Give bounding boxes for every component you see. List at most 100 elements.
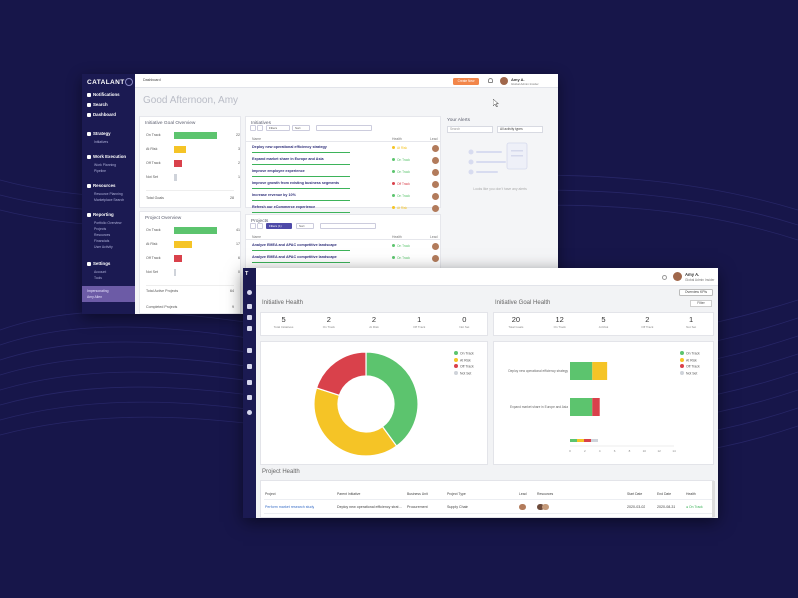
sidebar-subitem-resource-planning[interactable]: Resource Planning — [94, 192, 123, 196]
overview-row[interactable]: Not Set 1 — [146, 173, 240, 183]
column-header[interactable]: Health — [686, 492, 696, 496]
column-header[interactable]: Start Date — [627, 492, 643, 496]
filter-button[interactable]: Filter — [690, 300, 712, 307]
column-header[interactable]: Project — [265, 492, 276, 496]
resource-avatar[interactable] — [542, 503, 549, 510]
dashboard-icon[interactable] — [247, 315, 252, 320]
avatar[interactable] — [432, 156, 439, 164]
row-name-link[interactable]: Improve growth from existing business se… — [252, 181, 340, 185]
impersonation-banner[interactable]: Impersonating Amy Allen — [82, 286, 135, 302]
sidebar-subitem-tools[interactable]: Tools — [94, 276, 102, 280]
table-row[interactable]: Refresh our eCommerce experience At Risk — [252, 204, 442, 216]
overview-row[interactable]: At Risk 17 — [146, 240, 240, 250]
table-row[interactable]: Analyze EMEA and APAC competitive landsc… — [252, 254, 442, 266]
legend-item[interactable]: On Track — [680, 351, 700, 356]
table-row[interactable]: Increase revenue by 10% On Track — [252, 192, 442, 204]
collapse-icon[interactable] — [125, 78, 133, 86]
legend-item[interactable]: Off Track — [454, 364, 474, 369]
sidebar-item-strategy[interactable]: Strategy — [87, 131, 111, 136]
table-row[interactable]: Deploy new operational efficiency strate… — [252, 144, 442, 156]
sort-down-icon[interactable] — [257, 223, 263, 229]
row-name-link[interactable]: Analyze EMEA and APAC competitive landsc… — [252, 255, 337, 259]
avatar[interactable] — [432, 192, 439, 200]
column-header[interactable]: Health — [392, 136, 402, 141]
legend-item[interactable]: Not Set — [680, 370, 697, 375]
avatar[interactable] — [673, 272, 682, 281]
column-header[interactable]: Lead — [430, 136, 438, 141]
legend-item[interactable]: Not Set — [454, 370, 471, 375]
row-name-link[interactable]: Deploy new operational efficiency strate… — [252, 145, 327, 149]
avatar[interactable] — [432, 254, 439, 262]
table-row[interactable]: Improve growth from existing business se… — [252, 180, 442, 192]
resource-avatar[interactable] — [537, 503, 544, 510]
column-header[interactable]: Parent Initiative — [337, 492, 361, 496]
lead-avatar[interactable] — [519, 517, 526, 518]
row-name-link[interactable]: Improve employee experience — [252, 169, 305, 173]
chart-icon[interactable] — [247, 395, 252, 400]
initiative-search-input[interactable] — [316, 125, 372, 131]
user-name[interactable]: Amy A. — [511, 76, 525, 82]
sort-button[interactable]: Sort — [292, 125, 310, 131]
legend-item[interactable]: At Risk — [454, 357, 471, 362]
user-name[interactable]: Amy A. — [685, 272, 700, 277]
alerts-type-select[interactable]: All activity types — [497, 126, 543, 133]
grid-icon[interactable] — [247, 326, 252, 331]
column-header[interactable]: Project Type — [447, 492, 466, 496]
breadcrumb[interactable]: Dashboard — [143, 78, 161, 82]
sidebar-item-dashboard[interactable]: Dashboard — [87, 112, 116, 117]
sort-down-icon[interactable] — [257, 125, 263, 131]
row-name-link[interactable]: Expand market share in Europe and Asia — [252, 157, 324, 161]
app-logo[interactable]: CATALANT — [87, 79, 125, 86]
row-name-link[interactable]: Increase revenue by 10% — [252, 193, 296, 197]
legend-item[interactable]: On Track — [454, 351, 474, 356]
sidebar-item-work-execution[interactable]: Work Execution — [87, 154, 126, 159]
scrollbar[interactable] — [712, 481, 715, 517]
sort-up-icon[interactable] — [250, 223, 256, 229]
sidebar-item-resources[interactable]: Resources — [87, 183, 115, 188]
sidebar-subitem-work-planning[interactable]: Work Planning — [94, 163, 116, 167]
sidebar-subitem-account[interactable]: Account — [94, 270, 107, 274]
sidebar-subitem-financials[interactable]: Financials — [94, 239, 110, 243]
list-icon[interactable] — [247, 364, 252, 369]
avatar[interactable] — [432, 180, 439, 188]
project-link[interactable]: Perform market research study — [265, 505, 315, 509]
filters-button[interactable]: Filters (1) — [266, 223, 292, 229]
column-header[interactable]: Name — [252, 136, 262, 141]
sort-button[interactable]: Sort — [296, 223, 314, 229]
avatar[interactable] — [432, 144, 439, 152]
legend-item[interactable]: Off Track — [680, 364, 700, 369]
clock-icon[interactable] — [662, 275, 667, 280]
column-header[interactable]: Name — [252, 234, 262, 239]
row-name-link[interactable]: Refresh our eCommerce experience — [252, 205, 316, 209]
legend-item[interactable]: At Risk — [680, 357, 697, 362]
overview-row[interactable]: On Track 22 — [146, 131, 240, 141]
sidebar-subitem-resources[interactable]: Resources — [94, 233, 111, 237]
alerts-search-input[interactable]: Search — [447, 126, 493, 133]
notification-icon[interactable] — [247, 290, 252, 295]
overview-row[interactable]: Off Track 6 — [146, 254, 240, 264]
app-logo[interactable]: T — [245, 271, 249, 277]
notification-bell-icon[interactable] — [488, 78, 493, 83]
create-new-button[interactable]: Create New — [453, 77, 479, 85]
sort-up-icon[interactable] — [250, 125, 256, 131]
row-name-link[interactable]: Analyze EMEA and APAC competitive landsc… — [252, 243, 337, 247]
avatar[interactable] — [432, 204, 439, 212]
table-row[interactable]: Analyze EMEA and APAC competitive landsc… — [252, 242, 442, 254]
resource-avatar[interactable] — [542, 517, 549, 518]
sidebar-subitem-projects[interactable]: Projects — [94, 227, 107, 231]
overview-row[interactable]: Not Set 0 — [146, 268, 240, 278]
table-row[interactable]: Improve employee experience On Track — [252, 168, 442, 180]
column-header[interactable]: Lead — [430, 234, 438, 239]
sidebar-subitem-portfolio-overview[interactable]: Portfolio Overview — [94, 221, 122, 225]
column-header[interactable]: End Date — [657, 492, 672, 496]
sidebar-item-notifications[interactable]: Notifications — [87, 92, 120, 97]
strategy-icon[interactable] — [247, 348, 252, 353]
table-row[interactable]: Expand market share in Europe and Asia On… — [252, 156, 442, 168]
sidebar-subitem-user-activity[interactable]: User Activity — [94, 245, 113, 249]
project-search-input[interactable] — [320, 223, 376, 229]
lead-avatar[interactable] — [519, 503, 526, 510]
overview-kpis-button[interactable]: Overview KPIs — [679, 289, 713, 296]
column-header[interactable]: Lead — [519, 492, 527, 496]
overview-row[interactable]: At Risk 3 — [146, 145, 240, 155]
sidebar-item-settings[interactable]: Settings — [87, 261, 110, 266]
